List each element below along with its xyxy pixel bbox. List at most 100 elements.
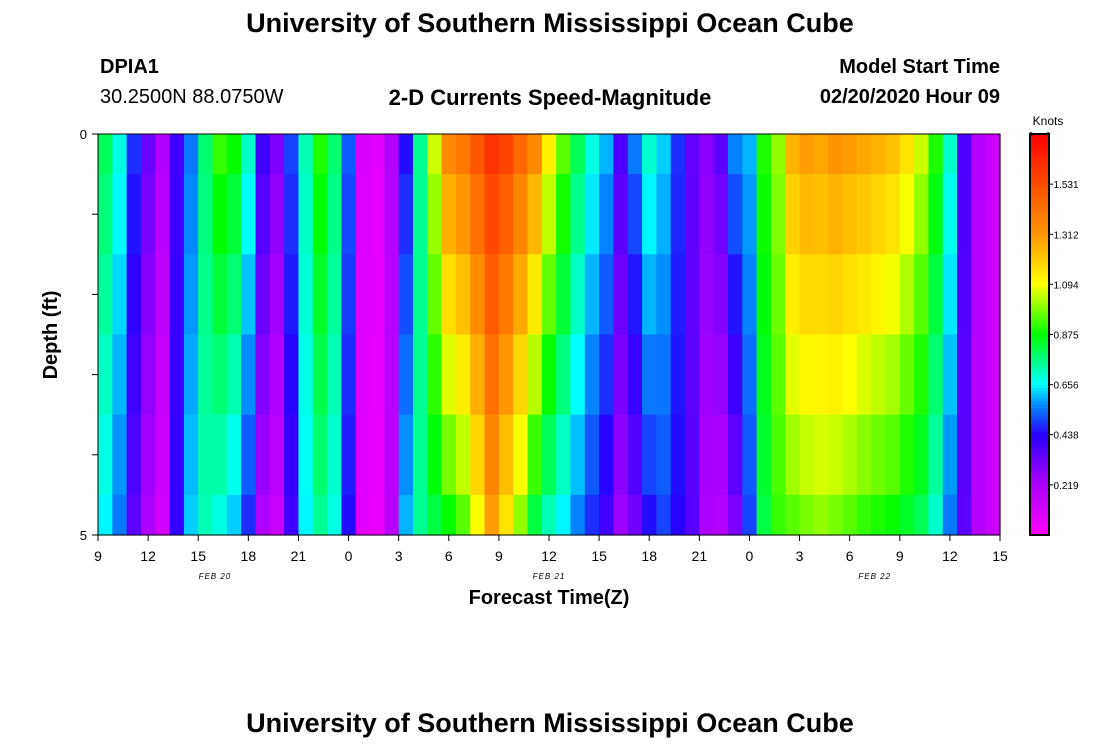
colorbar-segment (1030, 438, 1049, 443)
heatmap-cell (212, 494, 228, 536)
heatmap-cell (498, 494, 514, 536)
colorbar-segment (1030, 431, 1049, 436)
heatmap-cell (971, 334, 987, 416)
heatmap-cell (441, 494, 457, 536)
colorbar-segment (1030, 337, 1049, 342)
colorbar-segment (1030, 220, 1049, 225)
colorbar-segment (1030, 498, 1049, 503)
heatmap-cell (412, 254, 428, 336)
heatmap-cell (957, 414, 972, 496)
heatmap-cell (140, 174, 156, 255)
heatmap-cell (685, 254, 700, 336)
heatmap-cell (756, 254, 772, 336)
x-tick-label: 0 (746, 548, 754, 564)
heatmap-cell (241, 334, 257, 416)
heatmap-cell (699, 414, 715, 496)
heatmap-cell (627, 174, 643, 255)
heatmap-cell (799, 414, 815, 496)
heatmap-cell (183, 134, 199, 175)
heatmap-cell (226, 134, 242, 175)
heatmap-cell (370, 414, 385, 496)
heatmap-cell (370, 134, 385, 175)
heatmap-cell (312, 254, 328, 336)
heatmap-cell (455, 174, 471, 255)
colorbar-segment (1030, 184, 1049, 189)
station-id: DPIA1 (100, 56, 159, 78)
heatmap-cell (899, 494, 915, 536)
heatmap-cell (556, 334, 572, 416)
colorbar-segment (1030, 137, 1049, 142)
colorbar-segment (1030, 257, 1049, 262)
page-title: University of Southern Mississippi Ocean… (246, 8, 854, 38)
heatmap-cell (327, 334, 342, 416)
heatmap-cell (828, 334, 844, 416)
heatmap-cell (298, 494, 314, 536)
colorbar-segment (1030, 157, 1049, 162)
heatmap-cell (685, 494, 700, 536)
heatmap-cell (828, 134, 844, 175)
heatmap-cell (885, 334, 901, 416)
heatmap-cell (441, 134, 457, 175)
heatmap-cell (713, 414, 729, 496)
heatmap-cell (942, 254, 958, 336)
heatmap-cell (541, 134, 557, 175)
x-tick-label: 9 (495, 548, 503, 564)
heatmap-cell (828, 174, 844, 255)
heatmap-cell (527, 134, 543, 175)
heatmap-cell (112, 494, 128, 536)
colorbar-segment (1030, 344, 1049, 349)
heatmap-cell (155, 134, 171, 175)
heatmap-cell (785, 414, 801, 496)
colorbar-marker (1029, 132, 1033, 136)
heatmap-cell (412, 414, 428, 496)
colorbar-segment (1030, 164, 1049, 169)
heatmap-cell (112, 134, 128, 175)
colorbar-segment (1030, 491, 1049, 496)
heatmap-cell (355, 414, 371, 496)
heatmap-cell (126, 494, 142, 536)
heatmap-cell (957, 134, 972, 175)
heatmap-cell (398, 494, 414, 536)
colorbar-segment (1030, 291, 1049, 295)
heatmap-cell (713, 334, 729, 416)
heatmap-cell (985, 334, 1001, 416)
heatmap-cell (942, 174, 958, 255)
heatmap-cell (140, 134, 156, 175)
heatmap-cell (455, 134, 471, 175)
colorbar-title: Knots (1033, 114, 1064, 128)
heatmap-cell (985, 414, 1001, 496)
model-start-value: 02/20/2020 Hour 09 (819, 86, 1000, 108)
model-start-label: Model Start Time (839, 56, 1000, 78)
colorbar-segment (1030, 471, 1049, 476)
heatmap-cell (670, 254, 686, 336)
heatmap-cell (627, 134, 643, 175)
colorbar-tick-label: 1.531 (1053, 180, 1078, 191)
heatmap-cell (785, 174, 801, 255)
heatmap-cell (441, 414, 457, 496)
y-tick-label: 0 (80, 127, 87, 142)
colorbar-segment (1030, 307, 1049, 312)
heatmap-cell (885, 254, 901, 336)
heatmap-cell (427, 494, 443, 536)
heatmap-cell (770, 494, 786, 536)
x-tick-label: 0 (345, 548, 353, 564)
heatmap-cell (98, 134, 113, 175)
colorbar-segment (1030, 504, 1049, 509)
heatmap-cell (642, 334, 657, 416)
heatmap-cell (642, 174, 657, 255)
colorbar-segment (1030, 230, 1049, 235)
heatmap-cell (384, 134, 400, 175)
heatmap-cell (112, 174, 128, 255)
heatmap-cell (899, 254, 915, 336)
heatmap-cell (312, 134, 328, 175)
heatmap-cell (441, 174, 457, 255)
x-tick-label: 9 (94, 548, 102, 564)
heatmap-cell (112, 414, 128, 496)
heatmap-cell (155, 334, 171, 416)
x-tick-label: 3 (796, 548, 804, 564)
heatmap-cell (584, 254, 600, 336)
heatmap-cell (727, 334, 743, 416)
heatmap-cell (584, 494, 600, 536)
heatmap-cell (298, 134, 314, 175)
heatmap-cell (770, 134, 786, 175)
